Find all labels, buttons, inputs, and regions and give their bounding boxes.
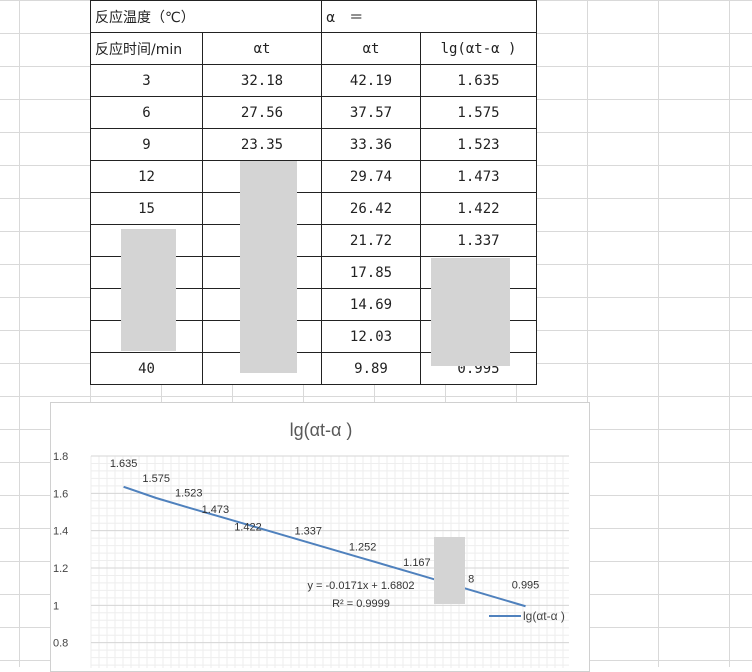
- table-row: 15 26.42 1.422: [90, 192, 537, 225]
- table-cell[interactable]: 1.422: [420, 192, 537, 225]
- table-cell[interactable]: 17.85: [321, 256, 421, 289]
- data-label: 1.252: [349, 541, 377, 553]
- table-cell[interactable]: 14.69: [321, 288, 421, 321]
- table-cell[interactable]: 42.19: [321, 64, 421, 97]
- table-cell[interactable]: 3: [90, 64, 203, 97]
- table-cell[interactable]: 1.575: [420, 96, 537, 129]
- table-title-row: 反应温度（℃） α ＝: [90, 0, 537, 33]
- table-cell[interactable]: 1.337: [420, 224, 537, 257]
- table-cell[interactable]: 9.89: [321, 352, 421, 385]
- trendline-r2: R² = 0.9999: [332, 598, 390, 610]
- table-cell[interactable]: 23.35: [202, 128, 322, 161]
- table-cell[interactable]: 12.03: [321, 320, 421, 353]
- data-label: 1.635: [110, 458, 138, 470]
- table-header-row: 反应时间/min αt αt lg(αt-α ): [90, 32, 537, 65]
- table-row: 3 32.18 42.19 1.635: [90, 64, 537, 97]
- table-cell[interactable]: 37.57: [321, 96, 421, 129]
- y-tick-label: 1.2: [53, 563, 68, 575]
- table-row: 9 23.35 33.36 1.523: [90, 128, 537, 161]
- alpha-label[interactable]: α ＝: [321, 0, 537, 33]
- y-tick-label: 1.8: [53, 451, 68, 463]
- data-label: 1.337: [295, 525, 323, 537]
- table-cell[interactable]: 33.36: [321, 128, 421, 161]
- table-cell[interactable]: 40: [90, 352, 203, 385]
- redaction-block: [434, 537, 465, 604]
- trendline-equation: y = -0.0171x + 1.6802: [307, 580, 414, 592]
- legend-label: lg(αt-α ): [523, 609, 565, 623]
- temperature-label[interactable]: 反应温度（℃）: [90, 0, 322, 33]
- table-cell[interactable]: 1.635: [420, 64, 537, 97]
- table-cell[interactable]: 29.74: [321, 160, 421, 193]
- y-tick-label: 1.4: [53, 526, 68, 538]
- chart-area[interactable]: 1.81.61.41.210.80.6lg(αt-α )1.6351.5751.…: [50, 402, 590, 672]
- header-at-1[interactable]: αt: [202, 32, 322, 65]
- y-tick-label: 0.8: [53, 638, 68, 650]
- series-line: [123, 485, 526, 608]
- data-label: 0.995: [512, 579, 540, 591]
- data-label: 1.422: [234, 522, 262, 534]
- data-label: 8: [468, 573, 474, 585]
- y-tick-label: 1: [53, 600, 59, 612]
- table-cell[interactable]: 6: [90, 96, 203, 129]
- chart-title: lg(αt-α ): [290, 420, 353, 440]
- table-cell[interactable]: 27.56: [202, 96, 322, 129]
- redaction-block: [121, 229, 176, 351]
- data-label: 1.523: [175, 488, 203, 500]
- y-tick-label: 1.6: [53, 488, 68, 500]
- header-time[interactable]: 反应时间/min: [90, 32, 203, 65]
- table-row: 12 29.74 1.473: [90, 160, 537, 193]
- table-cell[interactable]: 26.42: [321, 192, 421, 225]
- table-row: 6 27.56 37.57 1.575: [90, 96, 537, 129]
- header-lg[interactable]: lg(αt-α ): [420, 32, 537, 65]
- table-cell[interactable]: 1.473: [420, 160, 537, 193]
- table-cell[interactable]: 32.18: [202, 64, 322, 97]
- data-label: 1.167: [403, 557, 431, 569]
- redaction-block: [431, 258, 510, 366]
- data-label: 1.473: [202, 504, 230, 516]
- line-chart: 1.81.61.41.210.80.6lg(αt-α )1.6351.5751.…: [53, 420, 569, 668]
- table-cell[interactable]: 9: [90, 128, 203, 161]
- table-cell[interactable]: 21.72: [321, 224, 421, 257]
- data-label: 1.575: [142, 473, 170, 485]
- table-cell[interactable]: 1.523: [420, 128, 537, 161]
- table-cell[interactable]: 12: [90, 160, 203, 193]
- redaction-block: [240, 161, 297, 373]
- header-at-2[interactable]: αt: [321, 32, 421, 65]
- table-cell[interactable]: 15: [90, 192, 203, 225]
